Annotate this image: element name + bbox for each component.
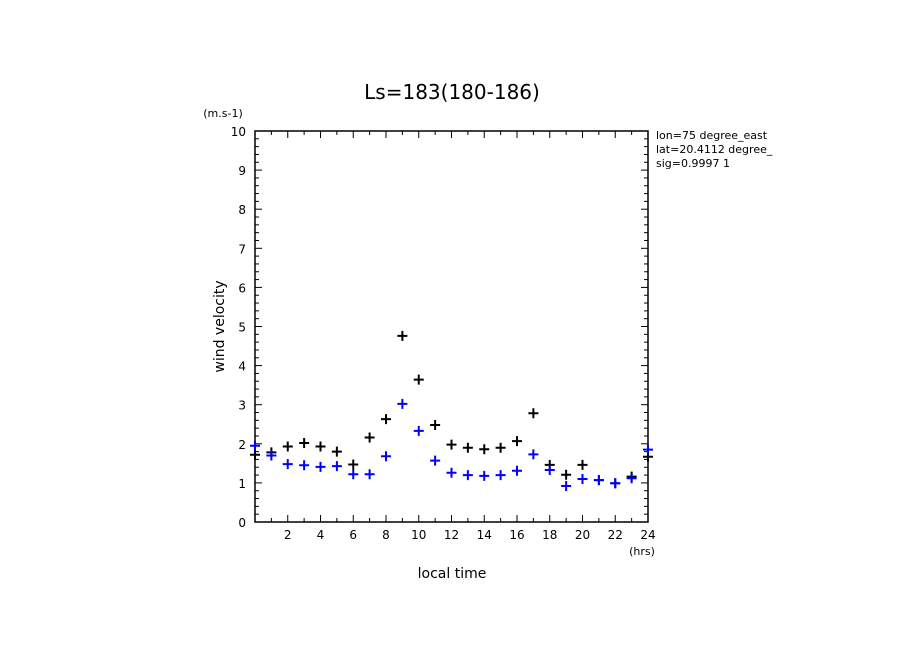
data-point (430, 420, 441, 431)
annotation-lon: lon=75 degree_east (656, 129, 768, 142)
data-point (315, 441, 326, 452)
plot-border (254, 130, 649, 523)
y-axis-unit: (m.s-1) (203, 107, 243, 120)
data-point (479, 470, 490, 481)
data-point (413, 374, 424, 385)
data-point (462, 442, 473, 453)
data-point (495, 470, 506, 481)
x-tick-label: 20 (575, 528, 590, 542)
data-point (299, 438, 310, 449)
y-tick-label: 5 (238, 321, 246, 335)
data-point (348, 459, 359, 470)
data-point (561, 481, 572, 492)
x-tick-label: 24 (640, 528, 655, 542)
y-tick-label: 8 (238, 203, 246, 217)
data-point (364, 469, 375, 480)
data-point (397, 330, 408, 341)
data-points (250, 330, 653, 492)
data-point (266, 450, 277, 461)
y-tick-label: 6 (238, 281, 246, 295)
series-1 (250, 330, 653, 489)
x-axis-label: local time (418, 566, 487, 582)
data-point (315, 461, 326, 472)
data-point (446, 467, 457, 478)
data-point (331, 446, 342, 457)
annotation-sig: sig=0.9997 1 (656, 157, 730, 170)
y-tick-label: 7 (238, 242, 246, 256)
data-point (446, 439, 457, 450)
series-2 (250, 398, 653, 492)
x-tick-label: 16 (509, 528, 524, 542)
x-tick-label: 4 (317, 528, 325, 542)
x-axis-unit: (hrs) (629, 545, 655, 558)
data-point (593, 475, 604, 486)
data-point (512, 436, 522, 447)
data-point (462, 470, 473, 481)
data-point (643, 444, 653, 455)
data-point (479, 444, 490, 455)
data-point (282, 441, 293, 452)
data-point (413, 425, 424, 436)
x-tick-label: 2 (284, 528, 292, 542)
data-point (299, 460, 310, 471)
y-tick-label: 4 (238, 360, 246, 374)
x-tick-label: 18 (542, 528, 557, 542)
y-tick-label: 10 (231, 125, 246, 139)
chart-title: Ls=183(180-186) (364, 80, 540, 104)
data-point (250, 440, 260, 451)
data-point (250, 449, 260, 460)
data-point (348, 469, 359, 480)
x-tick-label: 14 (477, 528, 492, 542)
data-point (331, 461, 342, 472)
data-point (577, 459, 588, 470)
data-point (430, 455, 441, 466)
data-point (381, 414, 391, 425)
data-point (397, 398, 408, 409)
y-tick-label: 2 (238, 438, 246, 452)
x-tick-label: 8 (382, 528, 390, 542)
x-tick-label: 10 (411, 528, 426, 542)
data-point (364, 432, 375, 443)
x-tick-label: 6 (349, 528, 357, 542)
data-point (528, 449, 539, 460)
data-point (544, 464, 555, 475)
y-tick-label: 9 (238, 164, 246, 178)
data-point (626, 473, 637, 484)
x-tick-label: 12 (444, 528, 459, 542)
y-axis-label: wind velocity (212, 280, 228, 372)
x-tick-label: 22 (608, 528, 623, 542)
y-tick-label: 1 (238, 477, 246, 491)
annotation-lat: lat=20.4112 degree_ (656, 143, 773, 156)
data-point (561, 469, 572, 480)
data-point (495, 442, 506, 453)
data-point (512, 465, 522, 476)
data-point (381, 451, 391, 462)
data-point (610, 478, 621, 489)
y-tick-label: 0 (238, 516, 246, 530)
data-point (282, 459, 293, 470)
data-point (577, 473, 588, 484)
data-point (528, 408, 539, 419)
y-tick-label: 3 (238, 399, 246, 413)
